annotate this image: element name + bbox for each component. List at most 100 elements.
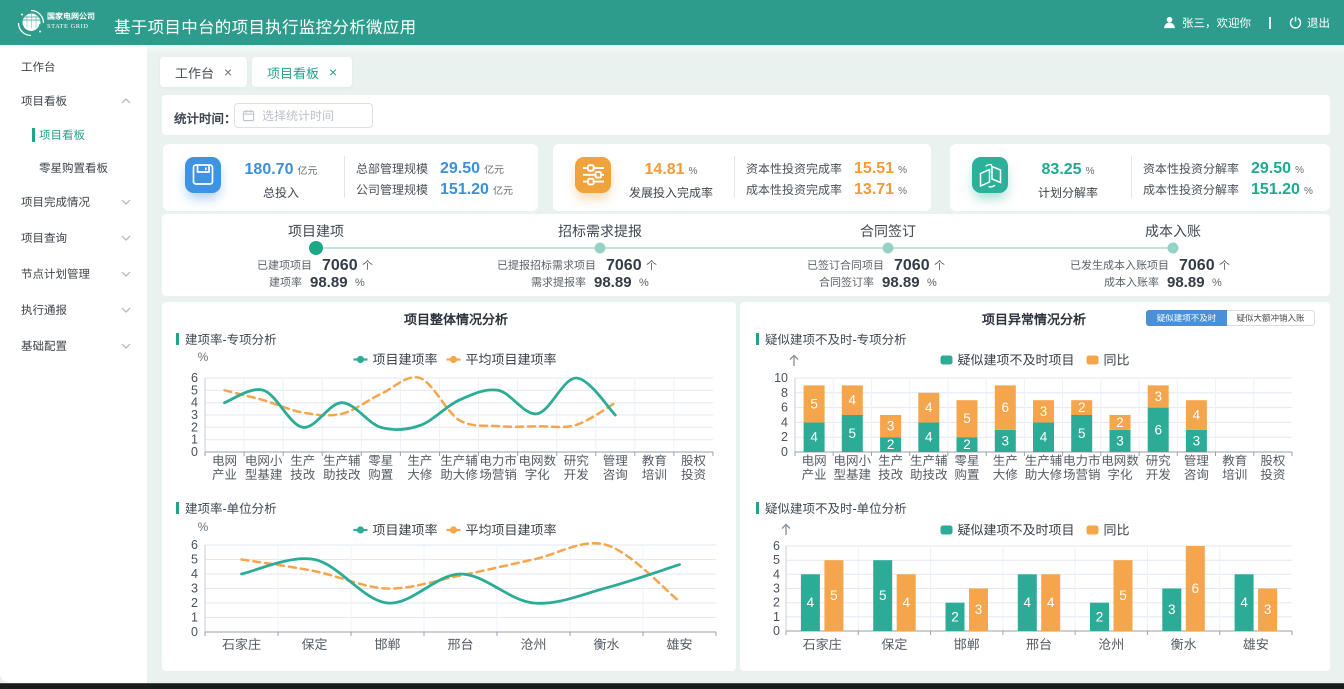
svg-text:10: 10 — [774, 367, 788, 386]
svg-text:%: % — [927, 274, 937, 290]
svg-text:7060: 7060 — [606, 251, 642, 275]
svg-text:同比: 同比 — [1104, 350, 1130, 369]
svg-text:6: 6 — [1154, 418, 1162, 438]
svg-text:已发生成本入账项目: 已发生成本入账项目 — [1070, 257, 1169, 273]
svg-text:研究: 研究 — [1146, 450, 1172, 469]
svg-text:%: % — [1212, 274, 1222, 290]
svg-text:5: 5 — [191, 379, 198, 398]
svg-text:7060: 7060 — [322, 251, 358, 275]
svg-text:%: % — [198, 348, 209, 365]
svg-text:2: 2 — [963, 433, 971, 453]
svg-text:2: 2 — [951, 605, 959, 625]
svg-text:字化: 字化 — [525, 464, 551, 483]
svg-text:5: 5 — [810, 392, 818, 412]
svg-text:电网数: 电网数 — [1101, 450, 1139, 469]
svg-text:管理: 管理 — [603, 450, 629, 469]
svg-text:7060: 7060 — [1179, 251, 1215, 275]
svg-text:保定: 保定 — [301, 634, 327, 653]
svg-text:%: % — [639, 274, 649, 290]
svg-text:型基建: 型基建 — [834, 464, 872, 483]
svg-text:0: 0 — [191, 621, 198, 640]
svg-text:4: 4 — [925, 396, 933, 416]
svg-text:同比: 同比 — [1104, 520, 1130, 539]
svg-text:4: 4 — [902, 591, 910, 611]
svg-text:雄安: 雄安 — [666, 634, 692, 653]
svg-text:4: 4 — [810, 426, 818, 446]
svg-text:邢台: 邢台 — [1026, 634, 1052, 653]
svg-text:咨询: 咨询 — [1184, 464, 1209, 483]
svg-text:4: 4 — [1040, 426, 1048, 446]
svg-text:沧州: 沧州 — [1098, 634, 1124, 653]
svg-text:4: 4 — [925, 426, 933, 446]
svg-text:保定: 保定 — [881, 634, 907, 653]
svg-text:合同签订率: 合同签订率 — [819, 274, 874, 290]
svg-text:1: 1 — [773, 606, 780, 625]
svg-text:3: 3 — [1154, 385, 1162, 405]
svg-text:已提报招标需求项目: 已提报招标需求项目 — [497, 257, 596, 273]
svg-text:1: 1 — [191, 429, 198, 448]
svg-text:3: 3 — [1264, 598, 1272, 618]
svg-text:招标需求提报: 招标需求提报 — [558, 221, 642, 241]
svg-text:3: 3 — [191, 404, 198, 423]
svg-text:2: 2 — [781, 426, 788, 445]
svg-text:4: 4 — [191, 392, 198, 411]
svg-text:购置: 购置 — [954, 464, 979, 483]
svg-text:3: 3 — [1168, 598, 1176, 618]
svg-text:衡水: 衡水 — [593, 634, 619, 653]
svg-text:生产: 生产 — [290, 450, 315, 469]
svg-text:股权: 股权 — [681, 450, 707, 469]
svg-text:2: 2 — [191, 416, 198, 435]
svg-text:项目建项率: 项目建项率 — [373, 520, 438, 539]
svg-text:电网数: 电网数 — [518, 450, 556, 469]
svg-text:3: 3 — [1002, 429, 1010, 449]
svg-text:项目建项率: 项目建项率 — [373, 349, 438, 368]
svg-text:平均项目建项率: 平均项目建项率 — [466, 349, 557, 368]
svg-text:建项率: 建项率 — [269, 274, 302, 290]
svg-text:6: 6 — [773, 535, 780, 554]
svg-text:98.89: 98.89 — [1167, 271, 1205, 292]
svg-text:4: 4 — [1240, 591, 1248, 611]
svg-text:4: 4 — [1193, 404, 1201, 424]
svg-text:平均项目建项率: 平均项目建项率 — [466, 520, 557, 539]
svg-text:8: 8 — [781, 382, 788, 401]
svg-text:已建项项目: 已建项项目 — [257, 257, 312, 273]
svg-text:电力市: 电力市 — [479, 450, 517, 469]
svg-text:大修: 大修 — [993, 464, 1019, 483]
svg-text:生产辅: 生产辅 — [910, 450, 948, 469]
svg-text:技改: 技改 — [290, 464, 316, 483]
svg-text:生产: 生产 — [993, 450, 1018, 469]
svg-text:3: 3 — [1116, 429, 1124, 449]
svg-text:电网小: 电网小 — [834, 450, 872, 469]
svg-text:3: 3 — [1040, 400, 1048, 420]
svg-text:0: 0 — [773, 620, 780, 639]
svg-text:5: 5 — [849, 422, 857, 442]
svg-text:投资: 投资 — [1260, 464, 1285, 483]
svg-text:电网: 电网 — [802, 450, 827, 469]
svg-text:沧州: 沧州 — [520, 634, 546, 653]
svg-text:生产辅: 生产辅 — [323, 450, 361, 469]
svg-text:个: 个 — [362, 257, 373, 273]
svg-text:成本入账: 成本入账 — [1145, 221, 1201, 241]
svg-text:投资: 投资 — [681, 464, 706, 483]
svg-text:购置: 购置 — [368, 464, 393, 483]
svg-text:5: 5 — [1119, 584, 1127, 604]
svg-text:技改: 技改 — [878, 464, 904, 483]
svg-text:2: 2 — [773, 592, 780, 611]
svg-text:产业: 产业 — [212, 464, 237, 483]
svg-text:2: 2 — [191, 592, 198, 611]
svg-text:开发: 开发 — [1146, 464, 1172, 483]
svg-text:5: 5 — [963, 407, 971, 427]
svg-text:0: 0 — [191, 441, 198, 460]
svg-text:疑似建项不及时项目: 疑似建项不及时项目 — [958, 350, 1075, 369]
svg-text:5: 5 — [1078, 422, 1086, 442]
svg-text:咨询: 咨询 — [603, 464, 628, 483]
svg-text:石家庄: 石家庄 — [222, 634, 261, 653]
svg-text:个: 个 — [646, 257, 657, 273]
svg-text:2: 2 — [887, 433, 895, 453]
svg-text:场营销: 场营销 — [479, 464, 517, 483]
svg-text:大修: 大修 — [407, 464, 433, 483]
svg-text:6: 6 — [1002, 396, 1010, 416]
svg-text:需求提报率: 需求提报率 — [531, 274, 586, 290]
svg-text:2: 2 — [1096, 605, 1104, 625]
svg-text:5: 5 — [830, 584, 838, 604]
